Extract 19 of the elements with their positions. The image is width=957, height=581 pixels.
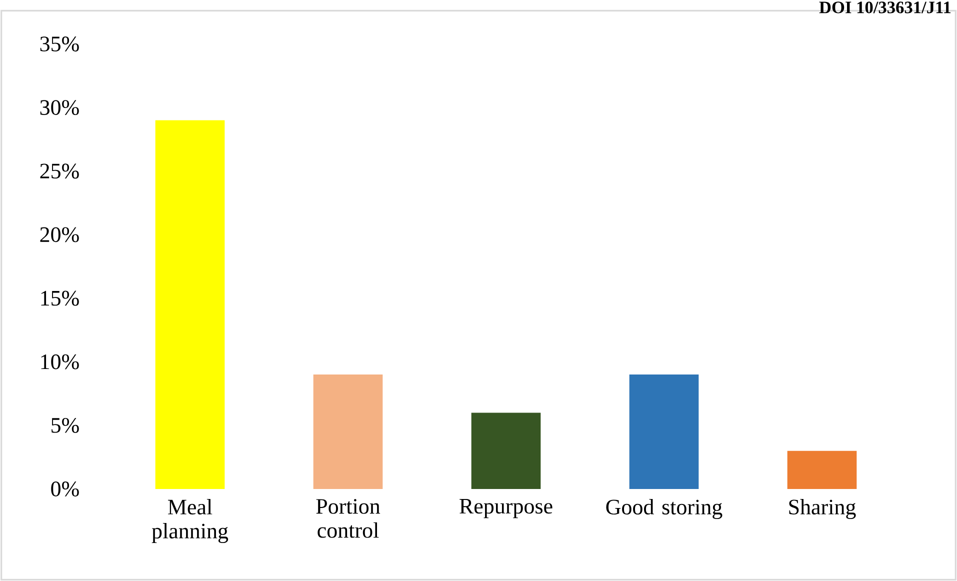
x-tick-label: Good storing — [606, 499, 722, 520]
x-tick-label: Meal planning — [152, 499, 228, 544]
y-tick-label: 10% — [41, 354, 79, 370]
y-tick-label: 25% — [40, 164, 79, 179]
x-tick-label: Repurpose — [460, 499, 552, 518]
y-tick-label: 15% — [41, 290, 79, 306]
bar — [155, 120, 225, 489]
y-tick-label: 20% — [40, 227, 79, 242]
y-tick-label: 5% — [52, 418, 79, 433]
y-tick-label: 35% — [40, 36, 79, 52]
x-tick-label: Portion control — [316, 499, 380, 538]
text: DOI 10/33631/J11 — [819, 2, 951, 14]
x-tick-label: Sharing — [789, 499, 856, 520]
bar — [787, 450, 857, 489]
bar — [629, 374, 699, 489]
y-tick-label: 30% — [40, 100, 79, 116]
bar — [471, 412, 541, 489]
y-tick-label: 0% — [51, 482, 79, 496]
bar — [313, 374, 383, 489]
